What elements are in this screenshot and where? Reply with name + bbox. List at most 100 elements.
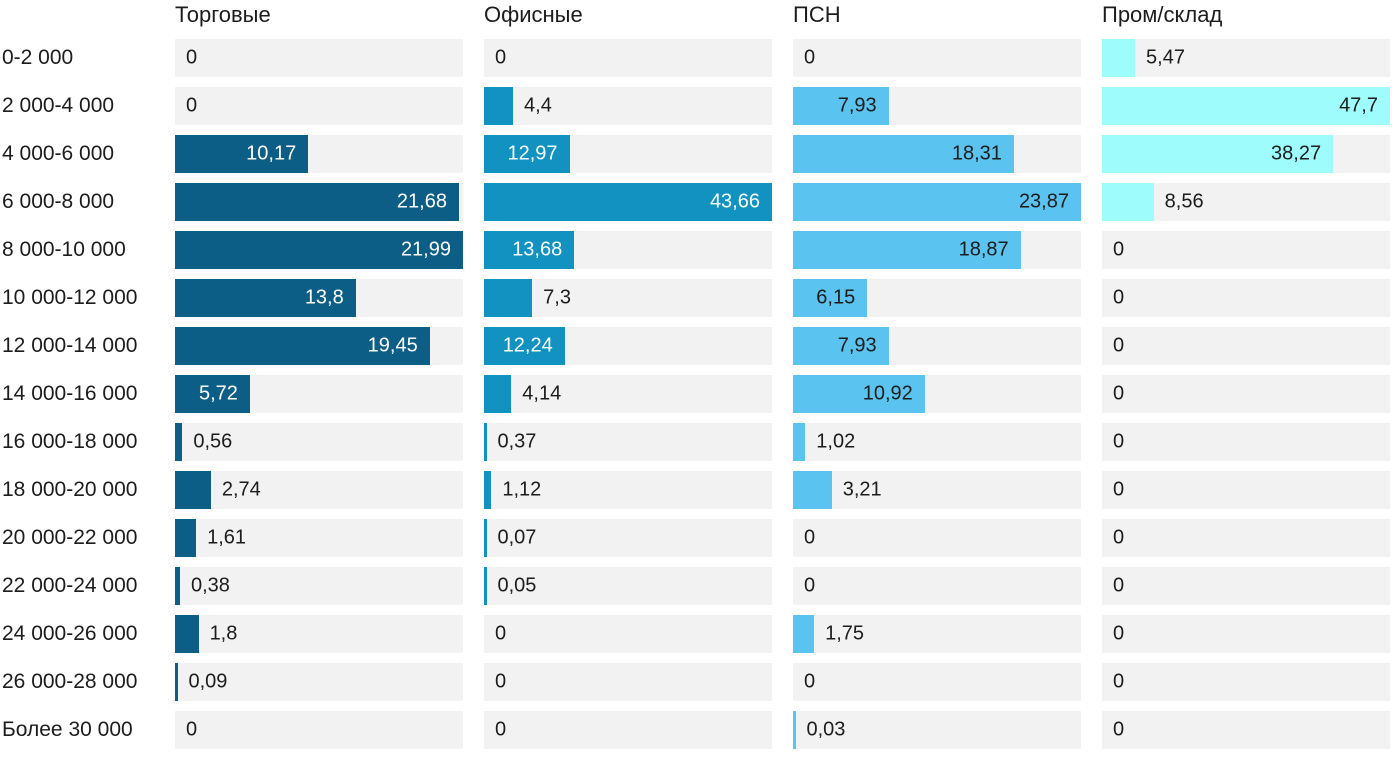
value-label: 0,56 — [193, 430, 233, 453]
row-label: Более 30 000 — [2, 718, 133, 741]
row-label: 26 000-28 000 — [2, 670, 138, 693]
row-label: 14 000-16 000 — [2, 382, 138, 405]
value-label: 0 — [1113, 574, 1125, 597]
bar-track: 5,72 — [175, 375, 463, 413]
bar-track: 18,31 — [793, 135, 1081, 173]
bar — [793, 135, 1014, 173]
bar-track: 0 — [484, 615, 772, 653]
bar-track: 23,87 — [793, 183, 1081, 221]
value-label: 8,56 — [1164, 190, 1204, 213]
value-label: 0 — [804, 46, 816, 69]
value-label: 6,15 — [816, 286, 856, 309]
value-label: 4,4 — [524, 94, 552, 117]
bar-track: 0 — [1102, 471, 1390, 509]
bar-track: 0 — [1102, 375, 1390, 413]
bar — [1102, 183, 1154, 221]
bar — [175, 327, 430, 365]
bar-track: 13,8 — [175, 279, 463, 317]
value-label: 0,37 — [497, 430, 537, 453]
value-label: 0 — [186, 94, 198, 117]
bar — [793, 471, 832, 509]
bar — [175, 279, 356, 317]
bar-track: 0,07 — [484, 519, 772, 557]
value-label: 0,07 — [497, 526, 537, 549]
bar-track: 0,37 — [484, 423, 772, 461]
bar — [793, 231, 1021, 269]
bar-track: 0 — [1102, 663, 1390, 701]
bar — [793, 183, 1081, 221]
bar-track: 7,93 — [793, 327, 1081, 365]
value-label: 0 — [1113, 526, 1125, 549]
value-label: 0 — [495, 670, 507, 693]
bar-track: 13,68 — [484, 231, 772, 269]
value-label: 0 — [495, 622, 507, 645]
bar — [484, 567, 487, 605]
value-label: 7,3 — [543, 286, 571, 309]
value-label: 1,02 — [816, 430, 856, 453]
value-label: 12,97 — [507, 142, 558, 165]
value-label: 38,27 — [1271, 142, 1322, 165]
bar — [175, 471, 211, 509]
value-label: 10,92 — [862, 382, 913, 405]
bar-track: 0,38 — [175, 567, 463, 605]
value-label: 19,45 — [367, 334, 418, 357]
bar-track: 0 — [793, 39, 1081, 77]
bar — [484, 519, 487, 557]
value-label: 2,74 — [221, 478, 261, 501]
bar — [793, 711, 796, 749]
value-label: 0 — [495, 718, 507, 741]
bar-track: 0 — [1102, 615, 1390, 653]
bar-track: 6,15 — [793, 279, 1081, 317]
row-label: 20 000-22 000 — [2, 526, 138, 549]
bar-track: 0 — [1102, 519, 1390, 557]
bar-track: 18,87 — [793, 231, 1081, 269]
bar-track: 1,02 — [793, 423, 1081, 461]
bar-track: 0,56 — [175, 423, 463, 461]
bar — [175, 183, 459, 221]
bar — [1102, 39, 1136, 77]
bar — [793, 375, 925, 413]
bar — [1102, 87, 1390, 125]
value-label: 47,7 — [1339, 94, 1378, 117]
value-label: 12,24 — [502, 334, 553, 357]
bar-track: 4,14 — [484, 375, 772, 413]
value-label: 0 — [1113, 622, 1125, 645]
value-label: 0,09 — [188, 670, 228, 693]
bar-track: 0,03 — [793, 711, 1081, 749]
bar-track: 21,68 — [175, 183, 463, 221]
value-label: 23,87 — [1018, 190, 1069, 213]
bar-track: 3,21 — [793, 471, 1081, 509]
bar-track: 10,92 — [793, 375, 1081, 413]
value-label: 0,03 — [806, 718, 846, 741]
bar-track: 0 — [484, 711, 772, 749]
bar-track: 1,8 — [175, 615, 463, 653]
bar-track: 0 — [1102, 711, 1390, 749]
column-header-3: ПСН — [793, 2, 841, 27]
bar — [484, 183, 772, 221]
bar — [484, 471, 492, 509]
row-label: 2 000-4 000 — [2, 94, 115, 117]
value-label: 0 — [1113, 382, 1125, 405]
row-label: 22 000-24 000 — [2, 574, 138, 597]
bar-track: 0 — [175, 87, 463, 125]
value-label: 0 — [804, 526, 816, 549]
value-label: 0 — [1113, 670, 1125, 693]
bar — [793, 87, 889, 125]
value-label: 7,93 — [837, 94, 877, 117]
bar — [175, 567, 180, 605]
row-label: 10 000-12 000 — [2, 286, 138, 309]
value-label: 0 — [1113, 334, 1125, 357]
value-label: 5,47 — [1146, 46, 1185, 69]
bar-track: 10,17 — [175, 135, 463, 173]
value-label: 0 — [1113, 478, 1125, 501]
value-label: 18,87 — [958, 238, 1009, 261]
bar-track: 0,09 — [175, 663, 463, 701]
bar — [484, 327, 565, 365]
bar — [793, 615, 815, 653]
column-header-1: Торговые — [175, 2, 271, 27]
bar-track: 1,12 — [484, 471, 772, 509]
value-label: 0 — [186, 718, 198, 741]
value-label: 1,61 — [207, 526, 247, 549]
bar-track: 1,61 — [175, 519, 463, 557]
bar-track: 5,47 — [1102, 39, 1390, 77]
